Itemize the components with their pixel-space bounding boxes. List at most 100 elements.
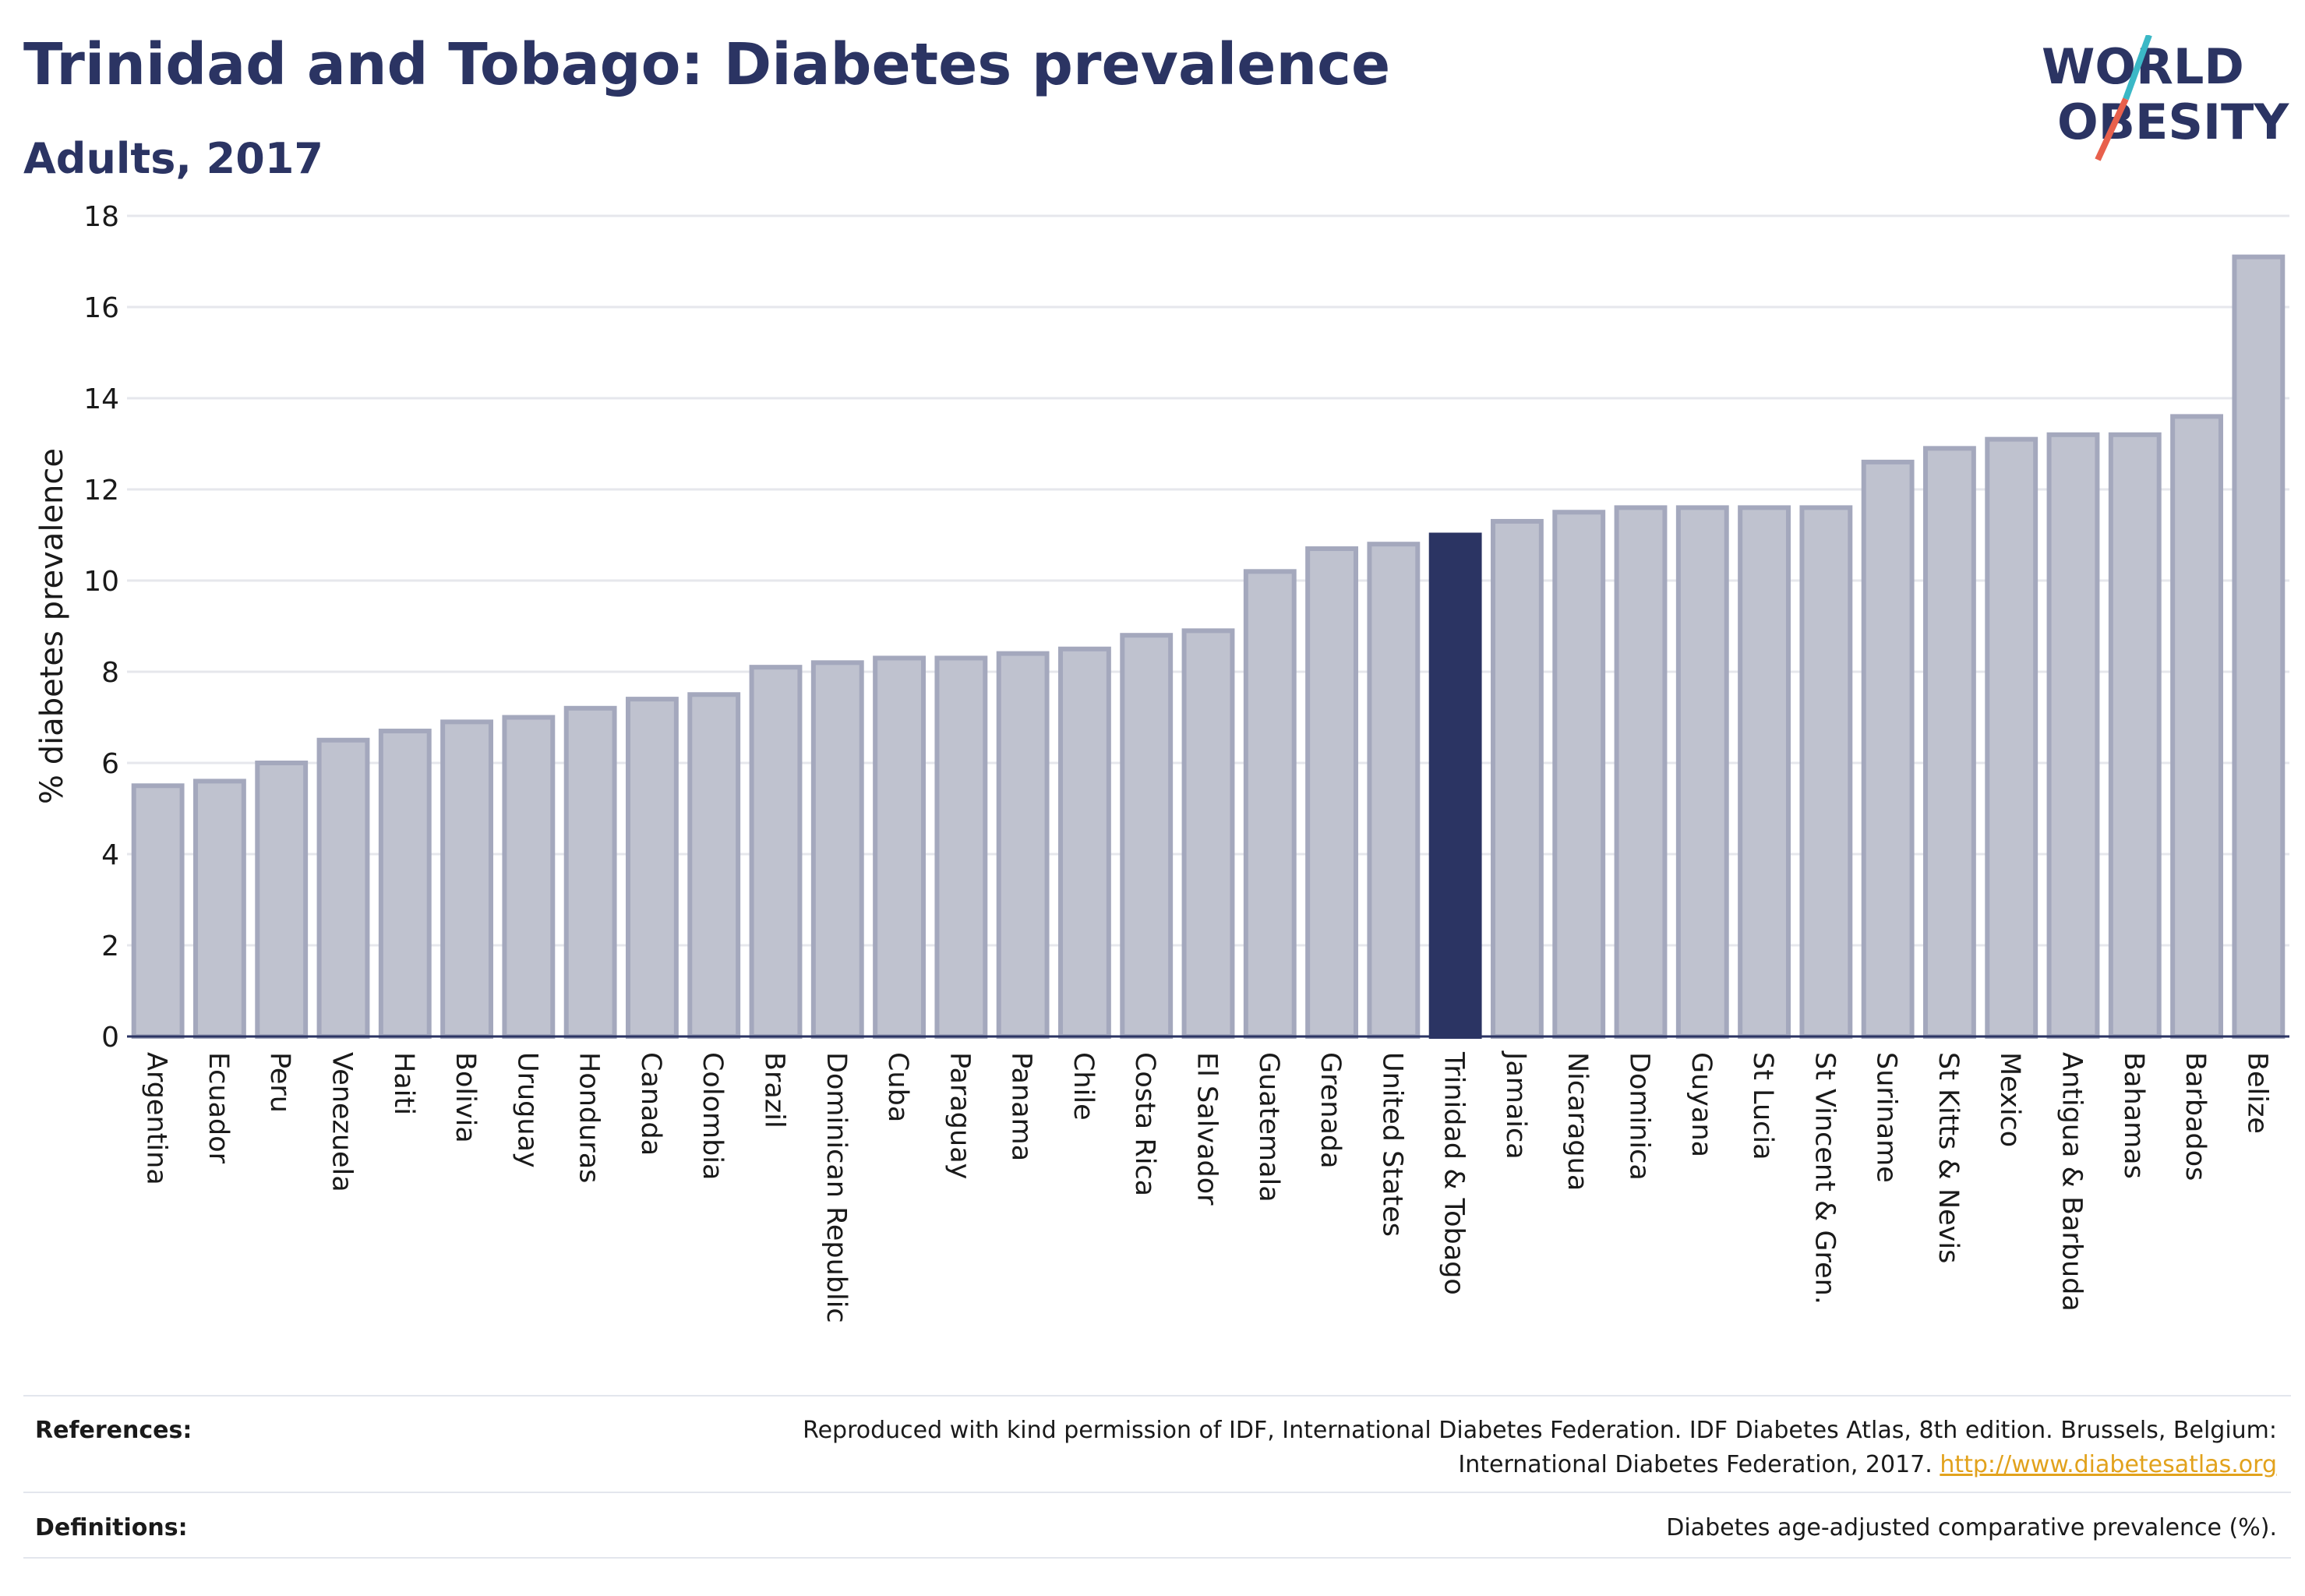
logo-slash-bottom: [2095, 97, 2129, 161]
bar-argentina: [131, 783, 185, 1039]
bar-brazil: [749, 665, 803, 1040]
x-tick-label: St Lucia: [1747, 1052, 1778, 1160]
x-tick-label: Honduras: [574, 1052, 605, 1183]
bar-colombia: [687, 692, 741, 1039]
footer-divider-top: [23, 1395, 2291, 1396]
x-tick-label: United States: [1376, 1052, 1407, 1237]
x-tick-label: Guatemala: [1253, 1052, 1284, 1202]
bar-guatemala: [1243, 569, 1297, 1039]
references-line-1: Reproduced with kind permission of IDF, …: [803, 1417, 2277, 1444]
chart-subtitle: Adults, 2017: [23, 134, 323, 183]
bar-st-lucia: [1738, 505, 1791, 1039]
references-text: Reproduced with kind permission of IDF, …: [803, 1414, 2277, 1482]
diabetesatlas-link[interactable]: http://www.diabetesatlas.org: [1940, 1451, 2277, 1478]
x-tick-label: Trinidad & Tobago: [1438, 1051, 1470, 1295]
bar-barbados: [2170, 414, 2223, 1039]
references-line-2: International Diabetes Federation, 2017.…: [803, 1448, 2277, 1482]
references-line-2-text: International Diabetes Federation, 2017.: [1458, 1451, 1933, 1478]
x-tick-label: Costa Rica: [1129, 1052, 1160, 1196]
x-tick-label: Guyana: [1686, 1052, 1717, 1157]
bar-antigua-barbuda: [2046, 432, 2100, 1039]
x-tick-label: Haiti: [388, 1052, 419, 1115]
bar-el-salvador: [1181, 628, 1235, 1039]
y-tick-label: 12: [83, 475, 119, 507]
x-tick-label: Colombia: [697, 1052, 728, 1180]
definitions-text: Diabetes age-adjusted comparative preval…: [1666, 1514, 2277, 1541]
bar-cuba: [873, 655, 926, 1039]
bar-united-states: [1367, 542, 1421, 1039]
bar-paraguay: [934, 655, 988, 1039]
bar-chart: 0 2 4 6 8 10 12 14 16 18 Argentina Ecuador Peru Vene…: [34, 201, 2289, 1323]
bar-haiti: [378, 729, 432, 1039]
x-tick-label: Dominica: [1624, 1052, 1655, 1181]
x-tick-label: Argentina: [141, 1052, 172, 1185]
world-obesity-logo: WORLD OBESITY: [2042, 35, 2289, 161]
x-tick-label: Peru: [264, 1052, 295, 1113]
bar-belize: [2232, 254, 2286, 1039]
x-tick-label: Uruguay: [511, 1052, 542, 1168]
y-tick-label: 0: [101, 1022, 119, 1054]
bar-ecuador: [193, 779, 246, 1040]
logo-slash-top: [2123, 35, 2152, 101]
y-tick-label: 4: [101, 839, 119, 871]
x-tick-label: Paraguay: [944, 1052, 975, 1179]
logo-word-obesity: OBESITY: [2057, 94, 2289, 150]
bar-canada: [626, 697, 679, 1039]
x-tick-label: Barbados: [2180, 1052, 2211, 1181]
bar-st-vincent-gren-: [1799, 505, 1853, 1039]
x-tick-label: Jamaica: [1500, 1050, 1531, 1160]
bar-chile: [1058, 646, 1111, 1039]
y-axis-ticks: 0 2 4 6 8 10 12 14 16 18: [83, 201, 119, 1054]
x-tick-label: Antigua & Barbuda: [2056, 1052, 2088, 1312]
y-tick-label: 10: [83, 566, 119, 598]
bar-guyana: [1675, 505, 1729, 1039]
y-tick-label: 8: [101, 657, 119, 689]
x-tick-label: Ecuador: [203, 1052, 234, 1164]
bar-suriname: [1861, 459, 1915, 1039]
bar-dominican-republic: [810, 660, 864, 1039]
x-tick-label: St Kitts & Nevis: [1933, 1052, 1964, 1263]
x-tick-label: Dominican Republic: [821, 1052, 852, 1323]
bar-trinidad-tobago: [1428, 532, 1482, 1039]
x-tick-label: Bolivia: [450, 1052, 481, 1143]
x-tick-label: St Vincent & Gren.: [1809, 1052, 1840, 1305]
x-axis-labels: Argentina Ecuador Peru Venezuela Haiti Bolivi…: [141, 1050, 2273, 1323]
x-tick-label: Chile: [1068, 1052, 1099, 1121]
x-tick-label: Bahamas: [2118, 1052, 2149, 1179]
bar-honduras: [563, 705, 617, 1039]
bar-panama: [996, 651, 1050, 1039]
bar-mexico: [1985, 436, 2038, 1039]
bar-peru: [255, 761, 309, 1039]
bar-dominica: [1614, 505, 1668, 1039]
y-axis-title: % diabetes prevalence: [34, 448, 70, 804]
bars: [131, 254, 2286, 1040]
bar-venezuela: [316, 737, 370, 1039]
bar-uruguay: [502, 715, 556, 1039]
references-label: References:: [35, 1417, 192, 1444]
y-tick-label: 18: [83, 201, 119, 233]
x-tick-label: Mexico: [1994, 1052, 2025, 1147]
footer-divider-middle: [23, 1492, 2291, 1493]
y-tick-label: 14: [83, 383, 119, 415]
y-tick-label: 6: [101, 748, 119, 780]
x-tick-label: Venezuela: [327, 1052, 358, 1192]
x-tick-label: Cuba: [882, 1052, 913, 1122]
bar-grenada: [1305, 546, 1358, 1039]
footer-divider-bottom: [23, 1557, 2291, 1559]
x-tick-label: Grenada: [1315, 1052, 1346, 1169]
x-tick-label: Canada: [635, 1052, 666, 1156]
definitions-label: Definitions:: [35, 1514, 188, 1541]
chart-title: Trinidad and Tobago: Diabetes prevalence: [23, 31, 1391, 98]
x-tick-label: Nicaragua: [1562, 1052, 1593, 1191]
x-tick-label: Suriname: [1871, 1052, 1902, 1183]
y-tick-label: 2: [101, 930, 119, 962]
bar-costa-rica: [1120, 633, 1174, 1039]
bar-bolivia: [440, 719, 493, 1039]
bar-nicaragua: [1552, 510, 1606, 1039]
x-tick-label: Belize: [2241, 1052, 2272, 1134]
x-tick-label: Brazil: [759, 1052, 790, 1128]
bar-bahamas: [2108, 432, 2162, 1039]
y-tick-label: 16: [83, 292, 119, 324]
x-tick-label: El Salvador: [1191, 1052, 1223, 1206]
bar-jamaica: [1491, 518, 1544, 1039]
